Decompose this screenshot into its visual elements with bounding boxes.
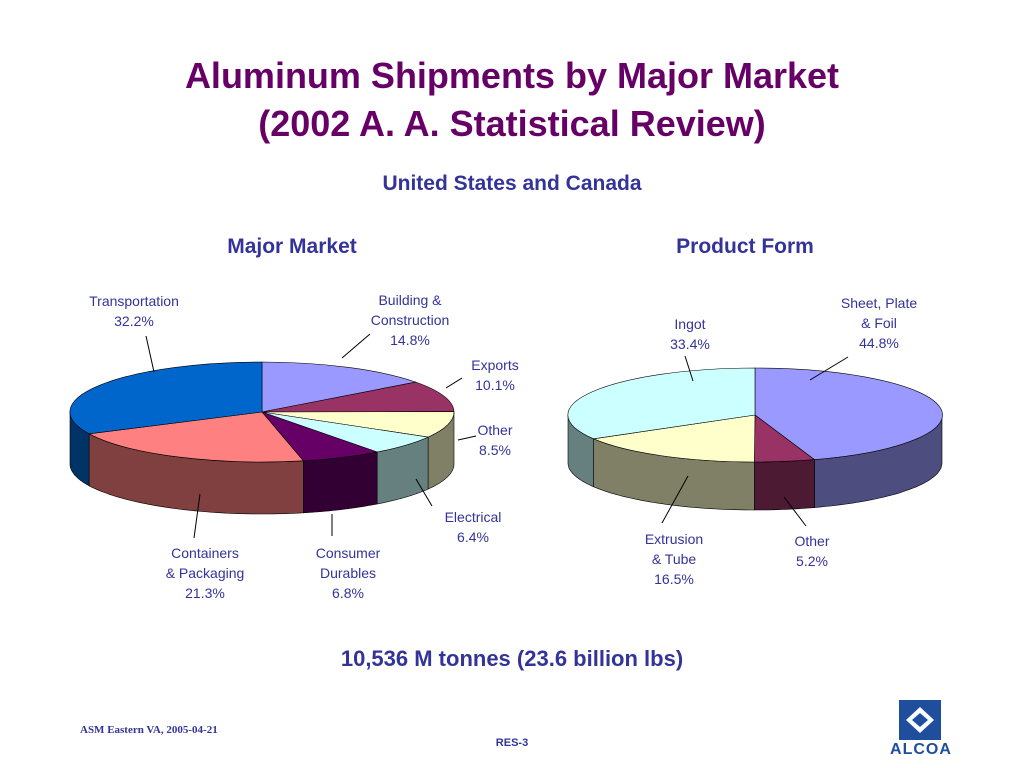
pie-chart-product-form: Sheet, Plate & Foil 44.8% Other 5.2% Extrusio… — [567, 295, 943, 587]
slice-label-consumer-durables: Consumer Durables 6.8% — [316, 545, 381, 601]
pie-chart-major-market: Building & Construction 14.8% Exports 10.1% O… — [69, 292, 519, 601]
alcoa-logo-text: ALCOA — [890, 741, 952, 758]
slide-title-line-2: (2002 A. A. Statistical Review) — [258, 103, 766, 144]
slice-label-extrusion-and-tube: Extrusion & Tube 16.5% — [645, 531, 703, 587]
leader-line-other — [457, 435, 477, 441]
pie-slice-ingot — [567, 367, 756, 440]
pie-slice-transportation — [69, 361, 263, 435]
total-shipments: 10,536 M tonnes (23.6 billion lbs) — [340, 646, 684, 671]
leader-line-building-and-construction — [341, 333, 371, 359]
chart-title-major-market: Major Market — [227, 235, 357, 258]
footer-date: ASM Eastern VA, 2005-04-21 — [80, 724, 218, 736]
leader-line-transportation — [145, 335, 155, 373]
slice-label-sheet-plate-and-foil: Sheet, Plate & Foil 44.8% — [841, 295, 917, 351]
pie-slice-extrusion-and-tube — [592, 414, 756, 463]
leader-line-extrusion-and-tube — [661, 475, 689, 524]
pie-slice-sheet-plate-and-foil — [754, 367, 943, 460]
slice-label-ingot: Ingot 33.4% — [670, 316, 710, 352]
leader-line-ingot — [684, 355, 694, 382]
slide-number: RES-3 — [495, 737, 529, 749]
pie-side-other — [754, 459, 815, 511]
leader-line-other — [783, 496, 807, 527]
slice-label-transportation: Transportation 32.2% — [89, 293, 179, 329]
pie-slice-building-and-construction — [261, 361, 417, 413]
chart-title-product-form: Product Form — [676, 235, 814, 258]
slice-label-other: Other 5.2% — [794, 533, 829, 569]
pie-side-consumer-durables — [302, 451, 378, 514]
slice-label-other: Other 8.5% — [477, 422, 512, 458]
slice-label-exports: Exports 10.1% — [471, 357, 518, 393]
leader-line-electrical — [415, 478, 433, 507]
slide-subtitle: United States and Canada — [382, 172, 642, 195]
slide-title: Aluminum Shipments by Major Market (2002… — [0, 52, 1024, 148]
slide-title-line-1: Aluminum Shipments by Major Market — [184, 55, 840, 96]
slice-label-containers-and-packaging: Containers & Packaging 21.3% — [166, 545, 245, 601]
leader-line-containers-and-packaging — [193, 493, 201, 539]
leader-line-sheet-plate-and-foil — [809, 356, 849, 381]
slice-label-building-and-construction: Building & Construction 14.8% — [371, 292, 450, 348]
slice-label-electrical: Electrical 6.4% — [445, 509, 502, 545]
alcoa-logo-icon — [899, 700, 941, 740]
pie-slice-containers-and-packaging — [88, 411, 304, 463]
leader-line-exports — [445, 377, 463, 389]
pie-slice-other — [261, 411, 455, 438]
pie-slice-exports — [261, 381, 455, 413]
